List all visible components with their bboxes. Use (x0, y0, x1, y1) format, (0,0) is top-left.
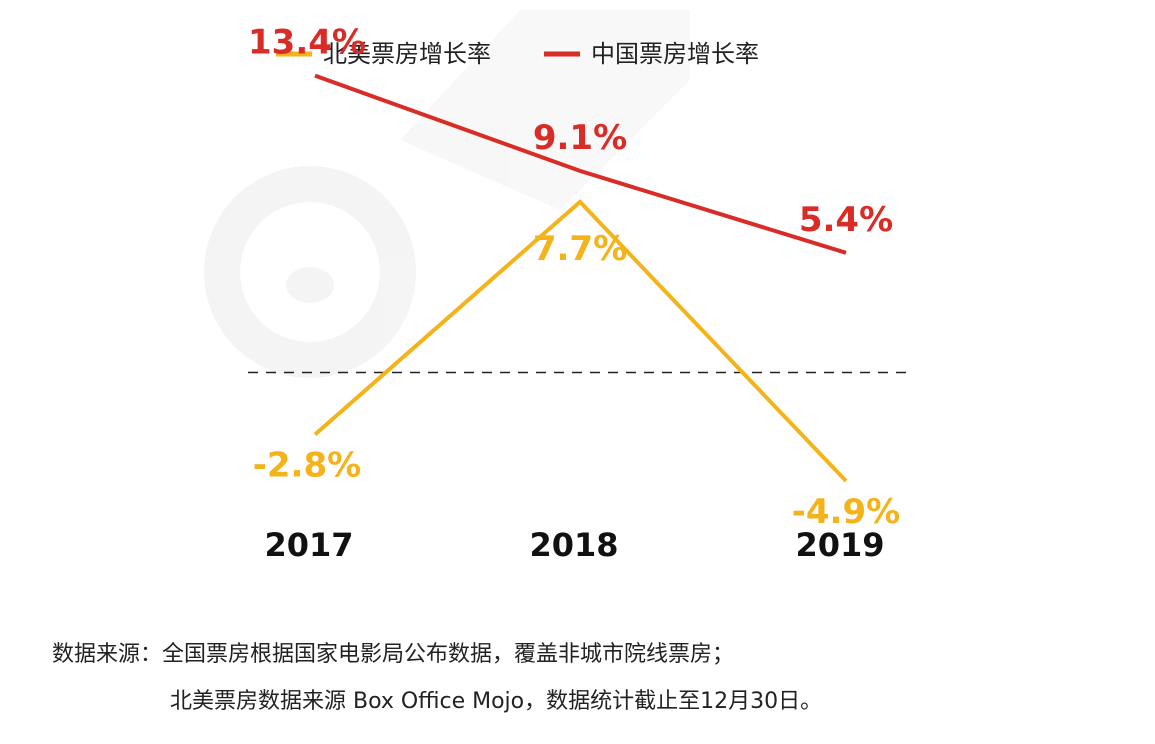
data-label-china-2017: 13.4% (248, 23, 366, 63)
data-label-china-2019: 5.4% (799, 200, 893, 240)
legend-label-north-america: 北美票房增长率 (323, 40, 491, 68)
series-line-north-america (313, 199, 848, 483)
data-source-note-line-2: 北美票房数据来源 Box Office Mojo，数据统计截止至12月30日。 (170, 689, 823, 714)
x-tick-2018: 2018 (529, 526, 618, 564)
x-tick-2017: 2017 (264, 526, 353, 564)
series-line-china (314, 73, 847, 255)
chart-legend: 北美票房增长率 中国票房增长率 (276, 40, 759, 68)
data-label-china-2018: 9.1% (533, 118, 627, 158)
data-label-north-america-2018: 7.7% (533, 229, 627, 269)
legend-label-china: 中国票房增长率 (591, 40, 759, 68)
x-tick-2019: 2019 (795, 526, 884, 564)
watermark-logo (204, 10, 690, 378)
data-source-note-line-1: 数据来源：全国票房根据国家电影局公布数据，覆盖非城市院线票房； (52, 642, 735, 667)
data-label-north-america-2019: -4.9% (792, 492, 900, 532)
data-label-north-america-2017: -2.8% (253, 445, 361, 485)
